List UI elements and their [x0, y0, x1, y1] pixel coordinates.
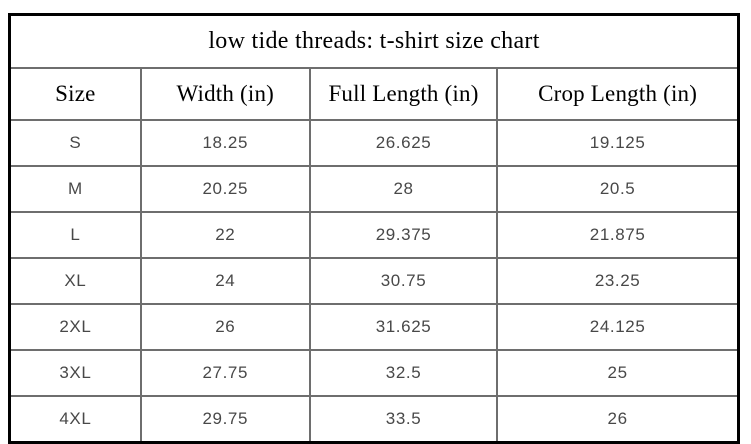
- table-row: S 18.25 26.625 19.125: [8, 119, 740, 167]
- measurement-cell: 31.625: [308, 303, 499, 351]
- column-header-crop-length: Crop Length (in): [496, 67, 740, 121]
- measurement-cell: 22: [139, 211, 311, 259]
- table-title: low tide threads: t-shirt size chart: [8, 13, 740, 69]
- size-cell: S: [8, 119, 142, 167]
- column-header-full-length: Full Length (in): [308, 67, 499, 121]
- title-row: low tide threads: t-shirt size chart: [8, 13, 740, 69]
- measurement-cell: 25: [496, 349, 740, 397]
- size-cell: 3XL: [8, 349, 142, 397]
- column-header-size: Size: [8, 67, 142, 121]
- size-chart-table: low tide threads: t-shirt size chart Siz…: [8, 13, 740, 444]
- table-row: 4XL 29.75 33.5 26: [8, 395, 740, 444]
- size-cell: XL: [8, 257, 142, 305]
- size-cell: L: [8, 211, 142, 259]
- table-row: 3XL 27.75 32.5 25: [8, 349, 740, 397]
- measurement-cell: 23.25: [496, 257, 740, 305]
- measurement-cell: 20.25: [139, 165, 311, 213]
- measurement-cell: 28: [308, 165, 499, 213]
- table-body: S 18.25 26.625 19.125 M 20.25 28 20.5 L 22 29.375 2…: [8, 119, 740, 444]
- measurement-cell: 33.5: [308, 395, 499, 444]
- measurement-cell: 26.625: [308, 119, 499, 167]
- measurement-cell: 21.875: [496, 211, 740, 259]
- measurement-cell: 24: [139, 257, 311, 305]
- size-cell: 4XL: [8, 395, 142, 444]
- measurement-cell: 18.25: [139, 119, 311, 167]
- measurement-cell: 29.375: [308, 211, 499, 259]
- header-row: Size Width (in) Full Length (in) Crop Le…: [8, 67, 740, 121]
- table-row: L 22 29.375 21.875: [8, 211, 740, 259]
- measurement-cell: 27.75: [139, 349, 311, 397]
- column-header-width: Width (in): [139, 67, 311, 121]
- measurement-cell: 20.5: [496, 165, 740, 213]
- measurement-cell: 32.5: [308, 349, 499, 397]
- size-cell: M: [8, 165, 142, 213]
- table-row: XL 24 30.75 23.25: [8, 257, 740, 305]
- measurement-cell: 30.75: [308, 257, 499, 305]
- measurement-cell: 19.125: [496, 119, 740, 167]
- table-row: M 20.25 28 20.5: [8, 165, 740, 213]
- size-cell: 2XL: [8, 303, 142, 351]
- measurement-cell: 26: [496, 395, 740, 444]
- measurement-cell: 29.75: [139, 395, 311, 444]
- measurement-cell: 26: [139, 303, 311, 351]
- measurement-cell: 24.125: [496, 303, 740, 351]
- table-row: 2XL 26 31.625 24.125: [8, 303, 740, 351]
